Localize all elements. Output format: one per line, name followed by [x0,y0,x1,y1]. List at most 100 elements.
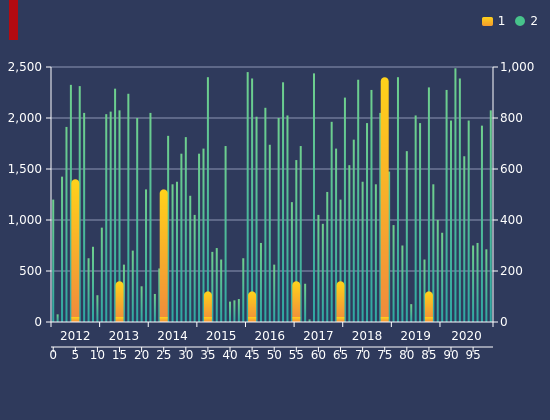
series-2-bar [105,114,108,322]
x-index-label: 35 [200,348,215,362]
y-right-tick-label: 200 [500,264,523,278]
legend-item-series-2[interactable]: 2 [515,14,538,28]
series-1-bar [336,281,345,322]
legend-item-series-1[interactable]: 1 [481,14,506,28]
series-2-bar [410,304,413,322]
series-2-bar [242,258,245,322]
series-2-bar [414,115,417,322]
series-2-bar [419,123,422,322]
series-2-bar [83,112,86,323]
legend: 1 2 [481,14,538,28]
series-2-bar [392,225,395,322]
series-2-bar [198,153,201,322]
series-2-bar [189,195,192,322]
series-2-bar [127,93,130,323]
series-2-bar [370,89,373,322]
series-2-bar [211,251,214,322]
x-year-label: 2015 [206,329,237,343]
x-index-label: 60 [311,348,326,362]
x-index-label: 5 [71,348,79,362]
series-2-bar [348,165,351,322]
series-2-bar [136,118,139,322]
circle-icon [515,16,526,26]
series-2-bar [149,112,152,323]
rounded-rect-icon [481,16,493,26]
series-2-bar [427,87,430,323]
series-2-bar [206,77,209,322]
x-year-label: 2019 [400,329,431,343]
series-2-bar [140,286,143,322]
series-2-bar [118,110,121,322]
series-2-bar [273,264,276,322]
legend-label: 1 [497,14,506,28]
series-2-bar [472,245,475,322]
series-2-bar [335,148,338,322]
series-1-bar-base [336,317,345,322]
series-2-bar [277,118,280,322]
x-index-label: 80 [399,348,414,362]
series-2-bar [233,300,236,322]
series-2-bar [91,246,94,322]
series-1-bar-base [292,317,301,322]
x-year-label: 2018 [352,329,383,343]
x-index-label: 45 [244,348,259,362]
series-1-bar-base [115,317,124,322]
series-2-bar [454,68,457,323]
series-2-bar [282,82,285,322]
series-2-bar [87,258,90,322]
series-2-bar [78,86,81,322]
series-2-bar [299,146,302,322]
series-2-bar [175,181,178,322]
series-2-bar [366,123,369,322]
series-2-bar [100,227,103,322]
series-2-bar [357,79,360,322]
series-1-bar [380,77,389,322]
series-2-bar [180,153,183,322]
series-2-bar [109,111,112,322]
series-2-bar [374,184,377,322]
series-2-bar [290,202,293,322]
series-2-bar [61,176,64,322]
x-index-label: 50 [267,348,282,362]
series-2-bar [476,242,479,322]
series-1-bar [424,291,433,322]
series-2-bar [255,116,258,322]
x-year-label: 2017 [303,329,334,343]
x-index-label: 70 [355,348,370,362]
series-2-bar [153,293,156,322]
series-2-bar [52,199,55,322]
series-2-bar [343,97,346,322]
x-index-label: 20 [134,348,149,362]
series-2-bar [193,214,196,322]
series-1-bar [292,281,301,322]
x-index-label: 40 [222,348,237,362]
x-index-label: 75 [377,348,392,362]
series-1-bar [203,291,212,322]
series-2-bar [96,295,99,322]
x-index-label: 15 [112,348,127,362]
series-2-bar [441,232,444,322]
y-left-tick-label: 2,000 [8,111,42,125]
x-index-label: 30 [178,348,193,362]
series-2-bar [171,184,174,322]
series-2-bar [432,184,435,322]
series-2-bar [326,191,329,322]
series-2-bar [220,259,223,322]
x-index-label: 85 [421,348,436,362]
series-1-bar-base [159,317,168,322]
series-1-bar-base [424,317,433,322]
series-2-bar [286,115,289,322]
series-2-bar [308,319,311,322]
series-2-bar [167,135,170,322]
series-2-bar [69,84,72,322]
y-right-tick-label: 800 [500,111,523,125]
x-index-label: 25 [156,348,171,362]
legend-label: 2 [530,14,538,28]
series-2-bar [423,259,426,322]
series-2-bar [131,250,134,322]
series-2-bar [246,72,249,322]
series-2-bar [450,120,453,322]
x-index-label: 65 [333,348,348,362]
series-1-bar [248,291,257,322]
